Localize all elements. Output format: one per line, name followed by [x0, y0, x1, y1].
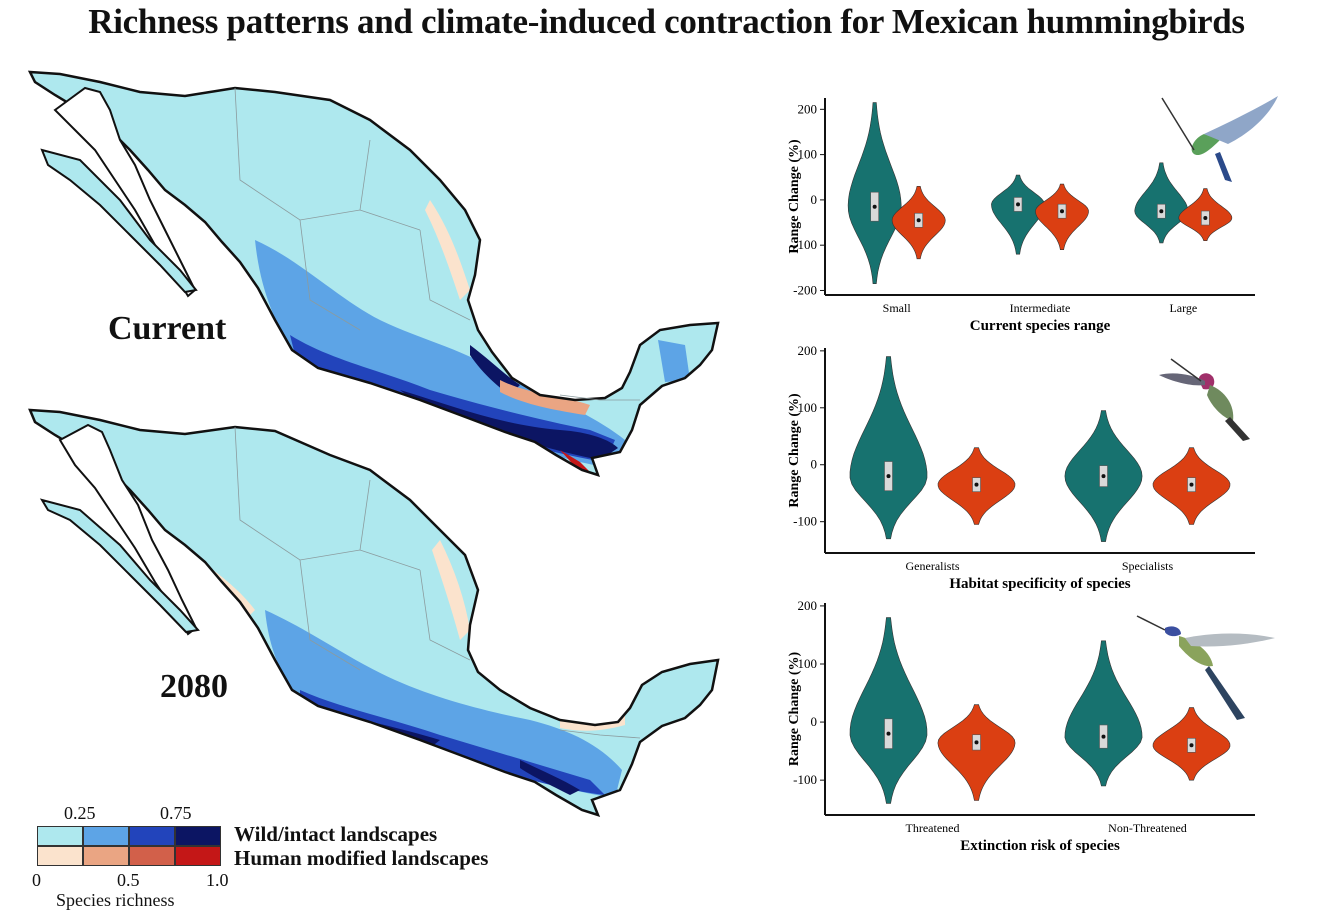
- median-point: [1101, 734, 1106, 739]
- median-point: [974, 482, 979, 487]
- y-tick-label: 200: [798, 343, 818, 358]
- y-tick-label: -100: [793, 772, 817, 787]
- x-tick-label: Specialists: [1122, 559, 1174, 573]
- swatch-wild-1: [37, 826, 83, 846]
- hummingbird-illustration-1: [1161, 96, 1278, 182]
- median-point: [1203, 216, 1208, 221]
- violin-teal: [1134, 162, 1189, 244]
- y-tick-label: 100: [798, 147, 818, 162]
- future-map: [28, 408, 720, 817]
- y-tick-label: -100: [793, 237, 817, 252]
- legend-title: Species richness: [56, 890, 175, 910]
- x-tick-label: Non-Threatened: [1108, 821, 1187, 835]
- violin-chart-species-range: 200 100 0 -100 -200 Range Change (%) Small Inte…: [787, 98, 1255, 334]
- hummingbird-illustration-3: [1136, 615, 1275, 720]
- y-tick-label: 100: [798, 400, 818, 415]
- swatch-human-2: [83, 846, 129, 866]
- violin-chart-habitat-specificity: 200 100 0 -100 Range Change (%) Generalists Sp…: [787, 343, 1255, 592]
- median-point: [1016, 202, 1020, 207]
- panel-species-range: 200 100 0 -100 -200 Range Change (%) Small Inte…: [780, 90, 1280, 345]
- y-tick-label: -100: [793, 514, 817, 529]
- x-axis-label: Habitat specificity of species: [949, 576, 1130, 592]
- y-tick-label: 100: [798, 656, 818, 671]
- median-point: [1189, 482, 1194, 487]
- swatch-wild-2: [83, 826, 129, 846]
- legend-wild-label: Wild/intact landscapes: [234, 822, 438, 846]
- species-richness-legend: 0.25 0.75 Wild/intact landscapes Human m…: [0, 800, 600, 916]
- median-point: [916, 218, 921, 223]
- hummingbird-illustration-2: [1159, 358, 1250, 441]
- median-point: [1159, 209, 1164, 214]
- x-tick-label: Generalists: [906, 559, 960, 573]
- swatch-wild-3: [129, 826, 175, 846]
- future-map-label: 2080: [160, 668, 228, 705]
- y-tick-label: 0: [811, 457, 818, 472]
- legend-tick-075: 0.75: [160, 803, 192, 823]
- legend-human-label: Human modified landscapes: [234, 846, 489, 870]
- y-tick-label: 200: [798, 101, 818, 116]
- x-axis-label: Extinction risk of species: [960, 838, 1120, 854]
- y-tick-label: 0: [811, 192, 818, 207]
- swatch-human-1: [37, 846, 83, 866]
- violin-teal: [991, 174, 1045, 255]
- current-map-label: Current: [108, 310, 227, 347]
- legend-tick-05: 0.5: [117, 870, 140, 890]
- current-map: [27, 70, 720, 477]
- swatch-human-3: [129, 846, 175, 866]
- median-point: [1189, 743, 1194, 748]
- swatch-wild-4: [175, 826, 221, 846]
- violin-teal: [849, 356, 928, 540]
- median-point: [886, 731, 891, 736]
- violin-teal: [849, 617, 928, 804]
- violin-teal: [1064, 640, 1143, 787]
- x-axis-label: Current species range: [970, 318, 1111, 334]
- x-tick-label: Small: [883, 301, 912, 315]
- legend-tick-025: 0.25: [64, 803, 96, 823]
- y-tick-label: 200: [798, 598, 818, 613]
- median-point: [872, 204, 877, 209]
- violin-orange: [937, 704, 1016, 801]
- x-tick-label: Large: [1169, 301, 1197, 315]
- violin-chart-extinction-risk: 200 100 0 -100 Range Change (%) Threatened Non…: [787, 598, 1255, 854]
- y-axis-label: Range Change (%): [787, 652, 802, 767]
- median-point: [1060, 209, 1064, 214]
- y-tick-label: 0: [811, 714, 818, 729]
- figure-title: Richness patterns and climate-induced co…: [88, 2, 1245, 41]
- median-point: [886, 474, 891, 479]
- swatch-human-4: [175, 846, 221, 866]
- x-tick-label: Intermediate: [1010, 301, 1071, 315]
- richness-maps: [27, 70, 720, 817]
- panel-habitat-specificity: 200 100 0 -100 Range Change (%) Generalists Sp…: [780, 340, 1280, 603]
- y-axis-label: Range Change (%): [787, 393, 802, 508]
- x-tick-label: Threatened: [906, 821, 960, 835]
- panel-extinction-risk: 200 100 0 -100 Range Change (%) Threatened Non…: [780, 595, 1280, 865]
- median-point: [1101, 474, 1106, 479]
- y-tick-label: -200: [793, 282, 817, 297]
- y-axis-label: Range Change (%): [787, 139, 802, 254]
- legend-tick-0: 0: [32, 870, 41, 890]
- median-point: [974, 740, 979, 745]
- legend-tick-10: 1.0: [206, 870, 229, 890]
